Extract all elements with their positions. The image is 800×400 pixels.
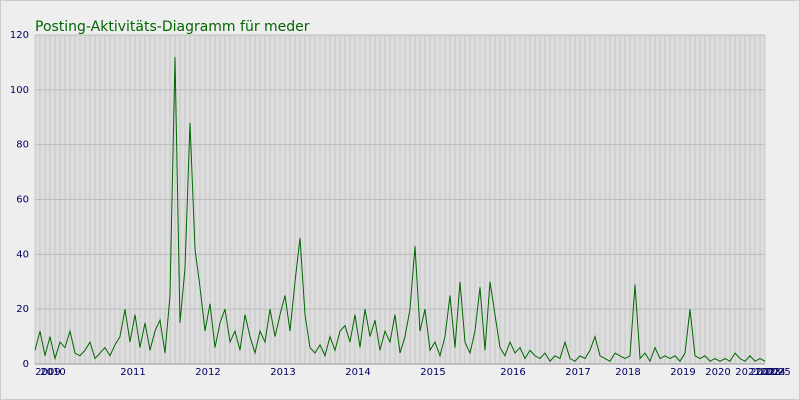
x-tick-label: 2010 — [40, 367, 65, 378]
y-tick-label: 80 — [16, 140, 29, 151]
x-tick-label: 2011 — [120, 367, 145, 378]
x-tick-label: 2021 — [735, 367, 760, 378]
x-tick-label: 2024 — [760, 367, 785, 378]
data-line — [34, 56, 766, 363]
y-tick-label: 20 — [16, 304, 29, 315]
y-tick-label: 60 — [16, 195, 29, 206]
y-tick-label: 100 — [10, 85, 29, 96]
x-tick-label: 2014 — [345, 367, 370, 378]
chart-title: Posting-Aktivitäts-Diagramm für meder — [35, 19, 310, 35]
x-tick-label: 2016 — [500, 367, 525, 378]
x-tick-label: 2009 — [35, 367, 60, 378]
x-tick-label: 2017 — [565, 367, 590, 378]
x-tick-label: 2020 — [705, 367, 730, 378]
y-tick-label: 0 — [23, 359, 29, 370]
x-tick-label: 2012 — [195, 367, 220, 378]
x-tick-label: 2023 — [755, 367, 780, 378]
y-tick-label: 40 — [16, 249, 29, 260]
x-tick-label: 2025 — [765, 367, 790, 378]
x-tick-label: 2018 — [615, 367, 640, 378]
x-tick-label: 2022 — [750, 367, 775, 378]
x-tick-label: 2019 — [670, 367, 695, 378]
x-tick-label: 2013 — [270, 367, 295, 378]
y-tick-label: 120 — [10, 30, 29, 41]
x-tick-label: 2015 — [420, 367, 445, 378]
